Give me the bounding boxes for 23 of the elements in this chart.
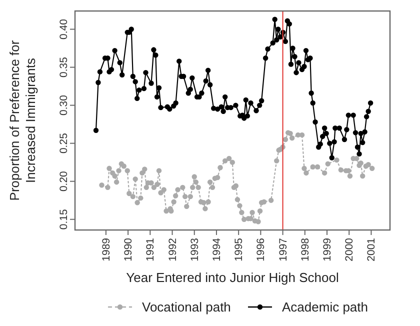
x-tick-label: 1992 — [166, 238, 179, 262]
y-tick-label: 0.25 — [58, 132, 70, 154]
x-tick-label: 1999 — [322, 238, 334, 262]
x-tick-label: 1994 — [210, 238, 223, 262]
x-tick-label: 2001 — [366, 238, 378, 262]
legend-label: Vocational path — [142, 300, 231, 314]
x-tick-label: 1995 — [233, 238, 246, 262]
x-tick-label: 1989 — [100, 238, 112, 262]
x-tick-label: 1990 — [122, 238, 135, 262]
x-tick-label: 1997 — [277, 238, 290, 262]
y-tick-label: 0.30 — [58, 94, 70, 116]
x-axis-title: Year Entered into Junior High School — [126, 270, 339, 285]
x-tick-label: 1993 — [188, 238, 201, 262]
y-tick-label: 0.40 — [58, 18, 70, 40]
x-tick-label: 2000 — [344, 238, 356, 262]
legend-label: Academic path — [282, 300, 368, 314]
y-tick-label: 0.15 — [58, 208, 70, 230]
x-tick-label: 1991 — [144, 238, 157, 262]
y-tick-label: 0.20 — [58, 170, 70, 192]
y-tick-label: 0.35 — [58, 56, 70, 78]
x-tick-label: 1998 — [299, 238, 312, 262]
x-tick-label: 1996 — [255, 238, 268, 262]
y-axis-title: Proportion of Preference for Increased Immigrants — [7, 40, 38, 201]
